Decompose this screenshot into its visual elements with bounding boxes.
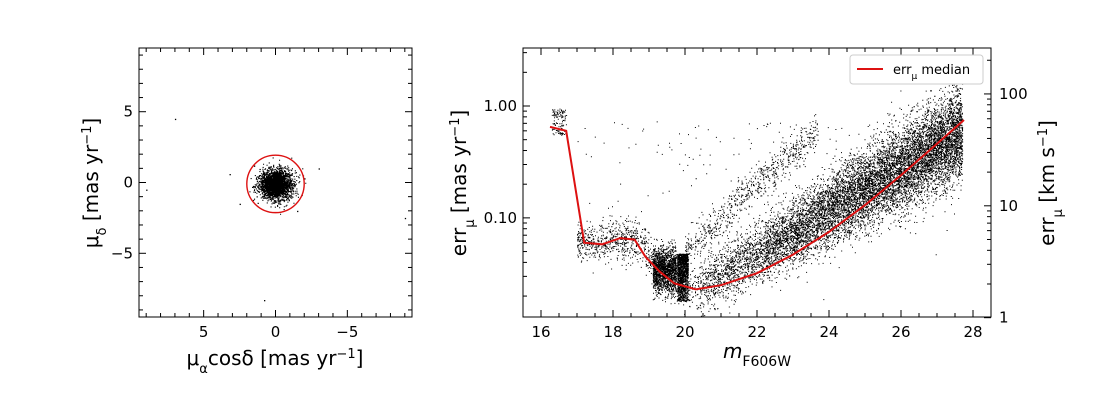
right-tick-label: 1: [999, 309, 1009, 327]
selection-circle: [246, 154, 305, 214]
outlier-star: [404, 217, 407, 220]
median-line: [549, 119, 965, 291]
x-tick-label: 18: [603, 323, 622, 341]
secondary-sequence-stars: [685, 114, 819, 273]
outlier-star: [297, 210, 299, 213]
x-tick-label: 20: [675, 323, 694, 341]
y-tick-label: 0.10: [484, 209, 517, 227]
outlier-star: [146, 189, 148, 191]
legend: errμ median: [849, 54, 984, 85]
right-y-axis-label: errμ [mas yr−1]: [447, 110, 478, 256]
main-locus-stars: [678, 61, 964, 317]
outlier-star: [174, 118, 177, 121]
outlier-star: [253, 165, 256, 167]
left-scatter-points: [146, 118, 407, 302]
left-x-axis-label: μαcosδ [mas yr−1]: [187, 346, 364, 377]
y-tick-label: 1.00: [484, 97, 517, 115]
outlier-star: [239, 203, 241, 206]
legend-box: [849, 54, 984, 85]
x-tick-label: −5: [336, 323, 358, 341]
left-axis-ticks: 5 0 −5 5 0 −5: [111, 48, 412, 341]
right-secondary-y-axis-label: errμ [km s−1]: [1035, 120, 1066, 246]
cluster-stars: [249, 157, 307, 215]
outlier-star: [318, 168, 320, 170]
right-tick-label: 10: [999, 197, 1018, 215]
transition-block-stars: [652, 238, 677, 305]
y-tick-label: −5: [111, 244, 133, 262]
right-tick-label: 100: [999, 85, 1028, 103]
legend-label: errμ median: [893, 63, 970, 82]
outlier-star: [304, 178, 306, 180]
outlier-star: [264, 300, 266, 302]
x-tick-label: 5: [199, 323, 209, 341]
proper-motion-panel: 5 0 −5 5 0 −5 μαcosδ [mas yr−1] μδ [mas yr−1]: [79, 47, 413, 377]
error-magnitude-panel: 16 18 20 22 24 26 28 0.10 1.00 1 10 100 errμ median…: [447, 47, 1066, 370]
x-tick-label: 26: [891, 323, 910, 341]
x-tick-label: 0: [271, 323, 281, 341]
edge-stars: [677, 253, 689, 303]
outlier-star: [229, 174, 231, 176]
x-tick-label: 24: [819, 323, 838, 341]
right-axis-ticks: 16 18 20 22 24 26 28 0.10 1.00 1 10 100: [484, 48, 1028, 341]
y-tick-label: 0: [123, 174, 133, 192]
right-x-axis-label: mF606W: [723, 339, 791, 370]
saturated-stars: [551, 108, 568, 136]
right-scatter-points: [551, 61, 964, 317]
x-tick-label: 28: [963, 323, 982, 341]
y-tick-label: 5: [123, 103, 133, 121]
x-tick-label: 16: [531, 323, 550, 341]
x-tick-label: 22: [747, 323, 766, 341]
left-y-axis-label: μδ [mas yr−1]: [79, 118, 110, 248]
